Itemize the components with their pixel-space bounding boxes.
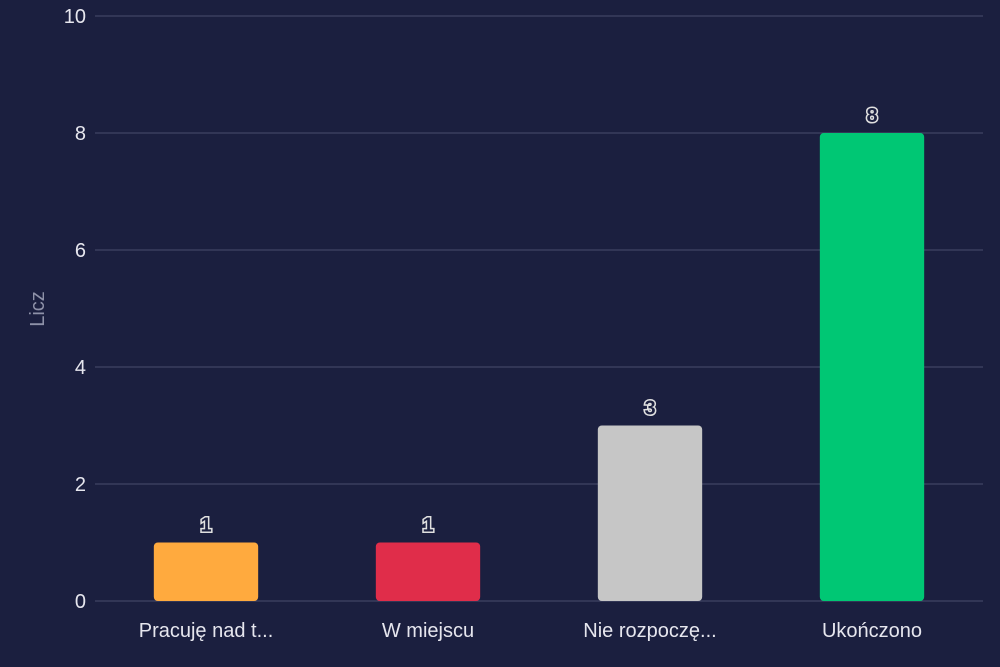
bar-value-label: 1	[422, 515, 433, 537]
bars	[153, 133, 925, 601]
y-tick-label: 4	[75, 357, 86, 379]
y-tick-label: 8	[75, 123, 86, 145]
y-axis-label: Licz	[27, 291, 49, 327]
x-tick-label: Nie rozpoczę...	[583, 620, 716, 642]
bar	[819, 133, 925, 601]
bar-value-label: 1	[200, 515, 211, 537]
x-tick-label: W miejscu	[382, 620, 474, 642]
y-tick-label: 10	[64, 6, 86, 28]
data-labels: 1 1 3 8	[199, 104, 879, 539]
x-tick-label: Ukończono	[822, 620, 922, 642]
x-axis-ticks: Pracuję nad t... W miejscu Nie rozpoczę...…	[139, 620, 922, 642]
bar-value-label: 3	[644, 398, 655, 420]
bar-value-label: 8	[866, 105, 877, 127]
y-tick-label: 6	[75, 240, 86, 262]
y-axis-ticks: 0 2 4 6 8 10	[64, 6, 86, 613]
x-tick-label: Pracuję nad t...	[139, 620, 274, 642]
bar	[597, 425, 703, 601]
y-tick-label: 2	[75, 474, 86, 496]
y-tick-label: 0	[75, 591, 86, 613]
bar	[153, 542, 259, 601]
bar	[375, 542, 481, 601]
